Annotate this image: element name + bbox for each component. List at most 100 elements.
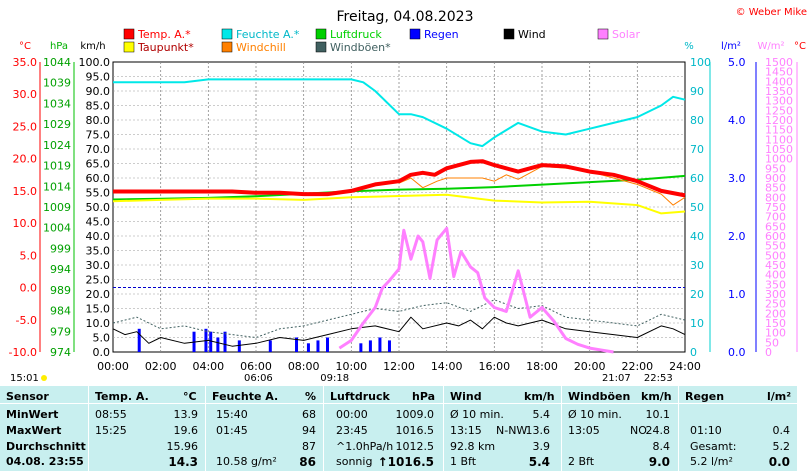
table-cell: 1009.0 [395, 408, 435, 421]
table-cell: 00:00 [336, 408, 368, 421]
table-cell: 24.8 [645, 424, 671, 437]
humidity-tick: 50 [690, 201, 704, 214]
wind-tick: 15.0 [86, 303, 111, 316]
humidity-tick: 30 [690, 259, 704, 272]
rain-bar [223, 331, 227, 352]
table-cell: 19.6 [173, 424, 199, 437]
table-cell: 13.6 [525, 424, 551, 437]
table-cell: 5.4 [532, 408, 551, 421]
table-cell: NO [630, 424, 647, 437]
temp-tick: 10.0 [13, 217, 38, 230]
hdr-hum-unit: % [305, 390, 317, 403]
sun-time-label: 06:06 [244, 373, 273, 384]
series-line [112, 316, 686, 347]
table-cell: 01:45 [216, 424, 248, 437]
series-line [398, 165, 686, 206]
temp-tick: -5.0 [16, 314, 37, 327]
pressure-tick: 974 [50, 346, 71, 359]
table-cell: 9.0 [648, 455, 670, 469]
wind-tick: 50.0 [86, 201, 111, 214]
axis-unit: % [684, 41, 694, 52]
table-cell: 15:25 [95, 424, 127, 437]
rain-bar [209, 331, 213, 352]
pressure-tick: 999 [50, 242, 71, 255]
table-cell: 1 Bft [450, 455, 477, 468]
axis-unit: km/h [80, 41, 105, 52]
legend-label: Regen [424, 28, 459, 41]
x-tick: 20:00 [574, 360, 606, 373]
solar-tick: 1400 [765, 75, 793, 88]
wind-tick: 10.0 [86, 317, 111, 330]
pressure-tick: 1029 [43, 118, 71, 131]
table-cell: 13:05 [568, 424, 600, 437]
sun-times: 15:01 06:06 09:18 21:07 22:53 [0, 372, 797, 386]
rain-tick: 5.0 [728, 56, 746, 69]
table-cell: 86 [299, 455, 316, 469]
temp-tick: 0.0 [20, 282, 38, 295]
hdr-wind-unit: km/h [524, 390, 555, 403]
solar-tick: 400 [765, 269, 786, 282]
humidity-tick: 20 [690, 288, 704, 301]
hdr-sensor: Sensor [6, 390, 49, 403]
humidity-tick: 80 [690, 114, 704, 127]
table-cell: 13.9 [173, 408, 199, 421]
x-tick: 24:00 [669, 360, 701, 373]
solar-tick: 600 [765, 230, 786, 243]
temp-tick: 30.0 [13, 88, 38, 101]
solar-tick: 0 [765, 346, 772, 359]
solar-tick: 1050 [765, 143, 793, 156]
legend-label: Luftdruck [330, 28, 382, 41]
rain-tick: 3.0 [728, 172, 746, 185]
table-cell: 5.4 [528, 455, 550, 469]
legend-swatch [315, 28, 327, 40]
legend-label: Windchill [236, 41, 286, 54]
solar-tick: 1000 [765, 153, 793, 166]
pressure-tick: 1019 [43, 160, 71, 173]
weather-chart: Freitag, 04.08.2023 © Weber Mike Temp. A… [0, 7, 807, 386]
solar-tick: 50 [765, 336, 779, 349]
solar-tick: 450 [765, 259, 786, 272]
pressure-tick: 1039 [43, 77, 71, 90]
pressure-tick: 1014 [43, 180, 71, 193]
legend-swatch [123, 28, 135, 40]
pressure-tick: 994 [50, 263, 71, 276]
rain-tick: 4.0 [728, 114, 746, 127]
wind-tick: 30.0 [86, 259, 111, 272]
x-tick: 16:00 [478, 360, 510, 373]
table-cell: 0.0 [768, 455, 790, 469]
sun-time-label: 21:07 [602, 373, 631, 384]
pressure-tick: 989 [50, 284, 71, 297]
wind-tick: 35.0 [86, 245, 111, 258]
humidity-tick: 10 [690, 317, 704, 330]
pressure-tick: 979 [50, 325, 71, 338]
rain-tick: 0.0 [728, 346, 746, 359]
table-cell: 04.08. 23:55 [6, 455, 84, 468]
humidity-tick: 90 [690, 85, 704, 98]
temp-tick: 35.0 [13, 56, 38, 69]
table-cell: 3.9 [532, 440, 551, 453]
wind-tick: 70.0 [86, 143, 111, 156]
plot-area [112, 78, 686, 354]
table-cell: Ø 10 min. [450, 408, 504, 421]
x-tick: 08:00 [288, 360, 320, 373]
legend-label: Wind [518, 28, 546, 41]
hdr-press-unit: hPa [412, 390, 436, 403]
legend-swatch [409, 28, 421, 40]
solar-tick: 250 [765, 298, 786, 311]
legend-label: Temp. A.* [137, 28, 191, 41]
pressure-tick: 984 [50, 305, 71, 318]
wind-tick: 40.0 [86, 230, 111, 243]
rain-bar [237, 340, 241, 352]
temp-tick: 20.0 [13, 153, 38, 166]
chart-title: Freitag, 04.08.2023 [337, 9, 474, 25]
table-cell: 94 [302, 424, 316, 437]
solar-tick: 1350 [765, 85, 793, 98]
table-cell: ^1.0hPa/h [336, 440, 394, 453]
pressure-tick: 1044 [43, 56, 71, 69]
hdr-temp-unit: °C [183, 390, 197, 403]
solar-tick: 1250 [765, 104, 793, 117]
table-cell: 2 Bft [568, 455, 595, 468]
legend-swatch [597, 28, 609, 40]
x-tick: 02:00 [145, 360, 177, 373]
rain-tick: 2.0 [728, 230, 746, 243]
